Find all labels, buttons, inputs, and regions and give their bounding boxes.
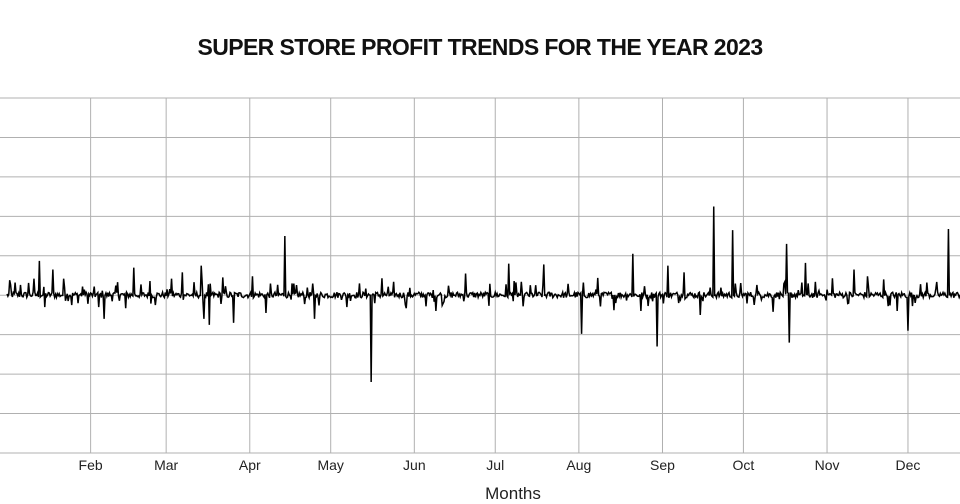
x-tick-label: Aug	[566, 457, 591, 473]
x-tick-label: Apr	[239, 457, 261, 473]
grid	[0, 97, 960, 454]
x-tick-label: Jul	[486, 457, 504, 473]
x-axis-label: Months	[485, 484, 541, 503]
x-tick-label: Feb	[79, 457, 103, 473]
x-tick-label: Oct	[733, 457, 755, 473]
x-tick-label: Dec	[896, 457, 921, 473]
x-tick-label: Jun	[403, 457, 426, 473]
x-tick-label: Sep	[650, 457, 675, 473]
chart-title: SUPER STORE PROFIT TRENDS FOR THE YEAR 2…	[197, 34, 763, 60]
x-tick-label: Nov	[815, 457, 840, 473]
profit-line	[6, 206, 960, 383]
x-tick-label: Mar	[154, 457, 178, 473]
x-tick-labels: FebMarAprMayJunJulAugSepOctNovDecJa	[79, 457, 921, 473]
x-tick-label: May	[317, 457, 343, 473]
